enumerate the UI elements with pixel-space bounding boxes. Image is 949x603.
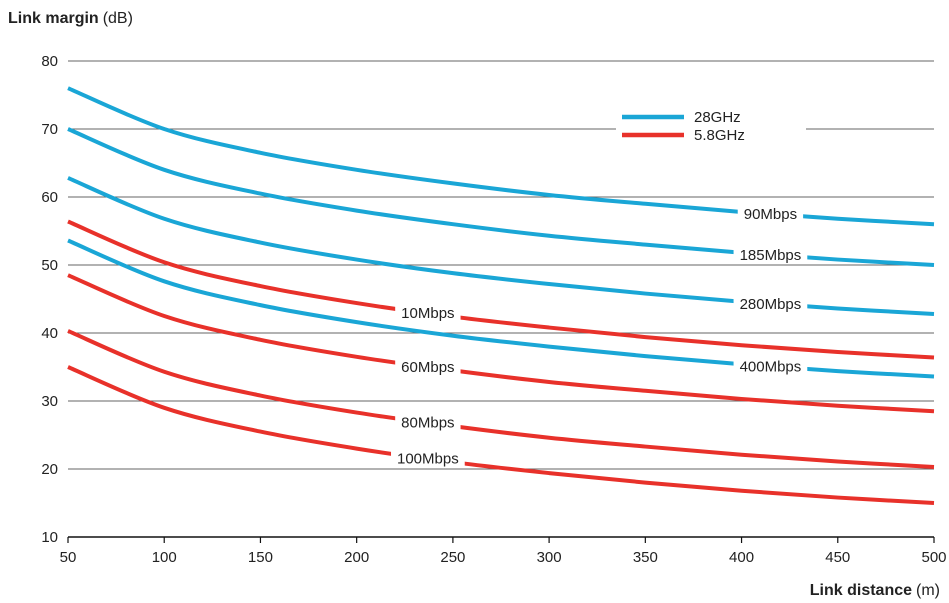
series-label-group: 185Mbps [733, 245, 808, 264]
x-tick-label: 350 [633, 549, 658, 566]
series-label-group: 60Mbps [395, 357, 461, 376]
series-label-bg [395, 413, 461, 432]
series-label-group: 80Mbps [395, 413, 461, 432]
series-label: 400Mbps [740, 358, 802, 375]
x-axis-title: Link distance (m) [810, 582, 940, 599]
y-axis-title-bold: Link margin [8, 10, 99, 27]
series-label-bg [395, 304, 461, 323]
x-tick-label: 150 [248, 549, 273, 566]
series-label-group: 280Mbps [733, 294, 808, 313]
gridlines [68, 60, 934, 470]
series-label-group: 400Mbps [733, 357, 808, 376]
x-tick-label: 100 [152, 549, 177, 566]
x-tick-label: 400 [729, 549, 754, 566]
x-tick-label: 300 [537, 549, 562, 566]
series-label-bg [733, 357, 808, 376]
y-axis-title-unit: (dB) [103, 10, 133, 27]
series-label-bg [737, 205, 804, 223]
series-label: 280Mbps [740, 296, 802, 313]
x-axis-title-unit: (m) [916, 582, 940, 599]
y-tick-label: 80 [41, 53, 58, 70]
y-tick-label: 50 [41, 257, 58, 274]
y-tick-labels: 10 20 30 40 50 60 70 80 [41, 53, 58, 546]
series-label-bg [391, 449, 465, 468]
series-label: 100Mbps [397, 451, 459, 468]
y-tick-label: 40 [41, 325, 58, 342]
series-label: 80Mbps [401, 415, 454, 432]
series-line-100Mbps [67, 365, 935, 505]
series-line-80Mbps [67, 329, 935, 469]
y-tick-label: 10 [41, 529, 58, 546]
series-label-group: 90Mbps [737, 205, 804, 223]
legend-bg [616, 105, 806, 151]
series-label-group: 10Mbps [395, 304, 461, 323]
series-label-group: 100Mbps [391, 449, 465, 468]
x-axis-title-bold: Link distance [810, 582, 912, 599]
x-tick-label: 500 [921, 549, 946, 566]
x-axis: 50 100 150 200 250 300 350 400 450 500 [60, 536, 947, 566]
series-line-10Mbps [67, 219, 935, 360]
y-axis-title: Link margin (dB) [8, 10, 133, 27]
y-tick-label: 20 [41, 461, 58, 478]
x-tick-label: 450 [825, 549, 850, 566]
y-tick-label: 70 [41, 121, 58, 138]
series-label: 185Mbps [740, 247, 802, 264]
series-label: 90Mbps [744, 206, 797, 223]
x-tick-label: 50 [60, 549, 77, 566]
legend-label: 5.8GHz [694, 127, 745, 144]
series-label-bg [733, 245, 808, 264]
series-label: 10Mbps [401, 305, 454, 322]
x-tick-label: 200 [344, 549, 369, 566]
y-tick-label: 30 [41, 393, 58, 410]
series-labels: 90Mbps 185Mbps 280Mbps 400Mbps 10Mbps 60Mbps 8… [391, 205, 808, 468]
series-line-60Mbps [67, 273, 935, 414]
legend-label: 28GHz [694, 109, 741, 126]
series-label: 60Mbps [401, 359, 454, 376]
y-tick-label: 60 [41, 189, 58, 206]
series-label-bg [395, 357, 461, 376]
series-label-bg [733, 294, 808, 313]
x-tick-label: 250 [440, 549, 465, 566]
